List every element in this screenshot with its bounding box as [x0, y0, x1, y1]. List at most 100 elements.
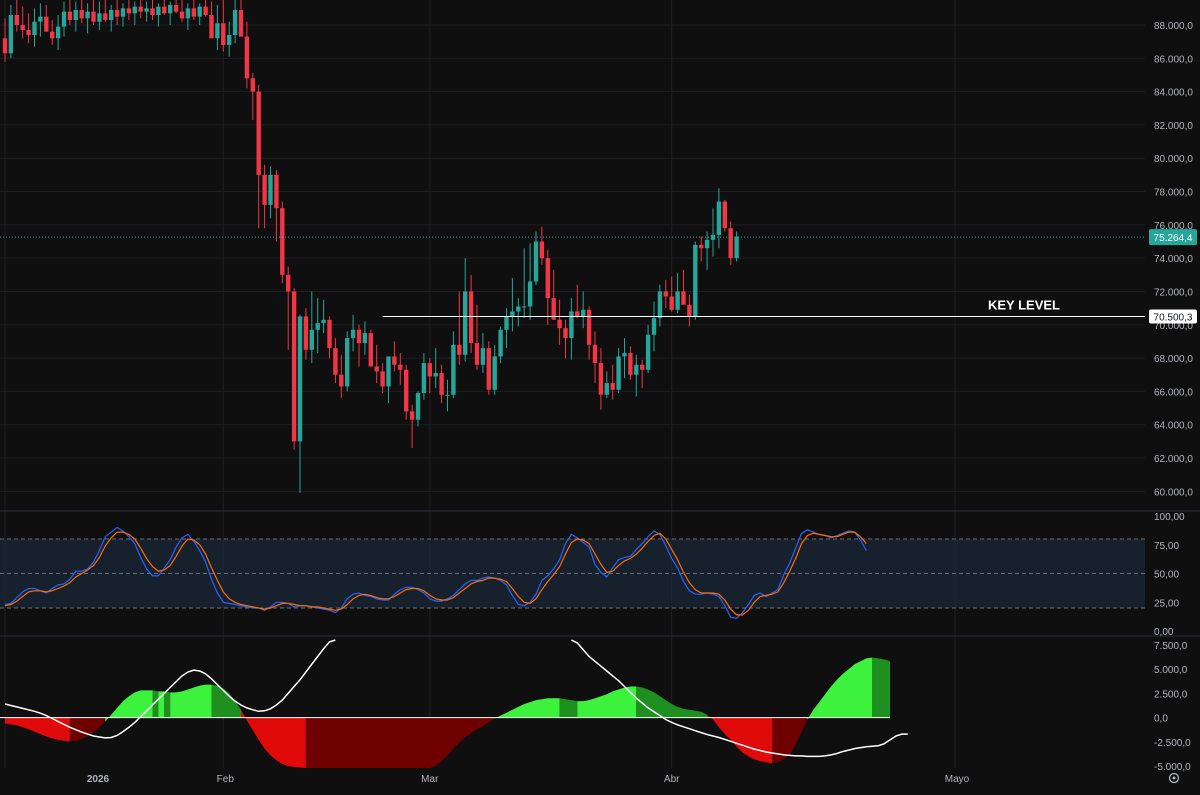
histogram-segment [807, 657, 873, 720]
candle-body [232, 9, 238, 35]
candle-body [162, 6, 167, 14]
key-level-tag [1149, 309, 1197, 324]
candle-body [522, 306, 527, 308]
candle-body [150, 8, 155, 15]
time-axis-tick: Abr [664, 774, 680, 785]
histogram-segment [5, 717, 70, 742]
candle-body [61, 11, 67, 27]
candle-body [675, 291, 680, 310]
candle-body [79, 9, 84, 19]
hist-axis-tick: 7.500,0 [1154, 641, 1188, 652]
candle-body [215, 23, 220, 39]
candle-body [103, 13, 108, 20]
candle-body [55, 26, 61, 39]
candle-body [722, 201, 727, 229]
candle-body [26, 29, 31, 35]
candle-body [398, 364, 403, 370]
candle-body [8, 14, 14, 54]
candle-body [44, 16, 49, 32]
candle-body [168, 4, 173, 14]
stochastic-panel[interactable] [0, 526, 1145, 620]
candle-body [504, 316, 509, 330]
candle-body [415, 393, 421, 420]
candle-body [586, 309, 592, 345]
price-axis-tick: 68.000,0 [1154, 354, 1193, 365]
candle-body [510, 311, 515, 317]
candle-body [179, 11, 185, 19]
candle-body [67, 11, 73, 20]
candle-body [309, 329, 314, 350]
key-level-text: KEY LEVEL [988, 297, 1060, 312]
osc-axis-tick: 25,00 [1154, 598, 1179, 609]
price-axis-tick: 70.000,0 [1154, 321, 1193, 332]
hist-axis-tick: 0,0 [1154, 714, 1168, 725]
candle-body [592, 344, 598, 364]
candle-body [197, 6, 202, 17]
candle-body [657, 291, 663, 319]
osc-axis-tick: 100,00 [1154, 512, 1185, 523]
histogram-segment [152, 690, 159, 718]
histogram-segment [211, 684, 241, 718]
candle-body [687, 304, 692, 317]
price-axis-tick: 86.000,0 [1154, 54, 1193, 65]
candle-body [433, 373, 438, 377]
candle-body [516, 306, 521, 312]
candle-body [126, 8, 132, 14]
candle-body [704, 239, 710, 249]
candle-body [728, 228, 733, 259]
candle-body [392, 356, 397, 365]
candle-body [527, 281, 533, 307]
candle-body [640, 364, 645, 370]
time-axis-tick: 2026 [87, 774, 110, 785]
key-level-value: 70.500,3 [1154, 312, 1193, 323]
candle-body [268, 174, 273, 205]
overlays: 75.264,4 KEY LEVEL 70.500,3 [0, 229, 1197, 324]
gear-icon[interactable] [1168, 772, 1180, 784]
candle-body [651, 318, 657, 335]
candle-body [445, 394, 450, 396]
candle-body [563, 328, 568, 339]
candle-body [474, 343, 480, 365]
candle-body [581, 309, 586, 317]
current-price-label: 75.264,4 [1154, 233, 1193, 244]
candle-body [274, 174, 279, 209]
candle-body [610, 383, 615, 390]
candle-body [303, 316, 309, 350]
candle-body [262, 174, 267, 205]
candle-body [32, 21, 37, 35]
candle-body [173, 4, 179, 12]
price-axis-tick: 76.000,0 [1154, 221, 1193, 232]
candle-body [291, 291, 297, 442]
osc-axis-tick: 0,00 [1154, 627, 1174, 638]
candle-body [551, 298, 556, 320]
candle-body [327, 319, 332, 349]
hist-axis-tick: 5.000,0 [1154, 665, 1188, 676]
candle-body [156, 6, 161, 15]
histogram-segment [772, 717, 808, 764]
candle-body [699, 244, 704, 249]
candle-body [132, 6, 137, 14]
time-axis-tick: Mayo [945, 774, 970, 785]
candle-body [333, 348, 338, 375]
candle-body [209, 14, 214, 39]
candle-body [20, 24, 25, 30]
histogram-segment [69, 717, 106, 742]
histogram-panel[interactable] [0, 639, 908, 768]
candle-body [221, 23, 226, 45]
candle-body [2, 38, 8, 54]
candle-body [498, 329, 503, 357]
candle-body [280, 208, 285, 275]
candle-body [97, 13, 102, 22]
candle-body [486, 348, 491, 390]
candle-body [569, 311, 574, 339]
histogram-segment [105, 690, 153, 722]
price-axis-tick: 84.000,0 [1154, 88, 1193, 99]
candle-body [380, 371, 385, 387]
histogram-signal-line [4, 639, 908, 758]
price-panel[interactable] [2, 0, 739, 494]
osc-axis-tick: 75,00 [1154, 541, 1179, 552]
price-axis-tick: 62.000,0 [1154, 454, 1193, 465]
histogram-segment [707, 714, 772, 764]
